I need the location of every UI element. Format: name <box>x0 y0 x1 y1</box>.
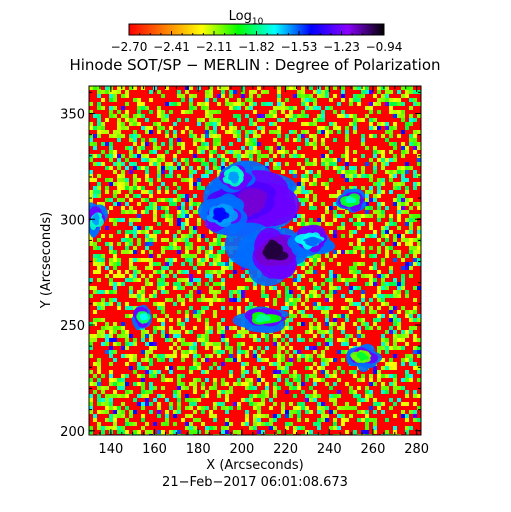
polarized-region <box>197 193 248 235</box>
x-axis: 140 160 180 200 220 240 260 280 <box>88 86 429 457</box>
polarized-region <box>335 188 367 213</box>
colorbar-title: Log10 <box>229 9 264 27</box>
polarized-region <box>218 161 256 193</box>
x-tick-label: 220 <box>273 442 298 457</box>
polarized-region <box>89 202 108 238</box>
x-axis-label: X (Arcseconds) <box>206 458 303 473</box>
observation-timestamp: 21−Feb−2017 06:01:08.673 <box>162 475 348 490</box>
polarized-region <box>131 304 152 331</box>
x-tick-label: 280 <box>404 442 429 457</box>
polarization-map <box>89 86 421 435</box>
noise-texture <box>89 86 421 435</box>
x-tick-label: 160 <box>142 442 167 457</box>
colorbar-tick-label: −0.94 <box>366 40 403 54</box>
colorbar-tick-label: −2.11 <box>196 40 233 54</box>
colorbar-tick-label: −1.53 <box>281 40 318 54</box>
y-tick-label: 250 <box>60 319 85 334</box>
colorbar-ticks: −2.70 −2.41 −2.11 −1.82 −1.53 −1.23 −0.94 <box>111 31 403 54</box>
polarized-regions <box>89 160 383 373</box>
y-axis-label: Y (Arcseconds) <box>39 212 54 309</box>
colorbar-tick-label: −2.41 <box>153 40 190 54</box>
polarized-region <box>287 224 336 257</box>
polarized-region <box>346 343 383 373</box>
x-tick-label: 260 <box>361 442 386 457</box>
colorbar-tick-label: −2.70 <box>111 40 148 54</box>
y-tick-label: 200 <box>60 425 85 440</box>
y-tick-label: 300 <box>60 213 85 228</box>
colorbar-title-subscript: 10 <box>252 17 264 27</box>
x-tick-label: 180 <box>186 442 211 457</box>
colorbar-tick-label: −1.23 <box>323 40 360 54</box>
chart-title: Hinode SOT/SP − MERLIN : Degree of Polar… <box>69 56 440 74</box>
y-tick-label: 350 <box>60 107 85 122</box>
x-tick-label: 240 <box>317 442 342 457</box>
polarized-region <box>232 306 290 334</box>
plot-frame <box>88 85 422 436</box>
x-tick-label: 140 <box>98 442 123 457</box>
y-axis: 200 250 300 350 <box>60 91 421 440</box>
x-tick-label: 200 <box>229 442 254 457</box>
colorbar-tick-label: −1.82 <box>238 40 275 54</box>
